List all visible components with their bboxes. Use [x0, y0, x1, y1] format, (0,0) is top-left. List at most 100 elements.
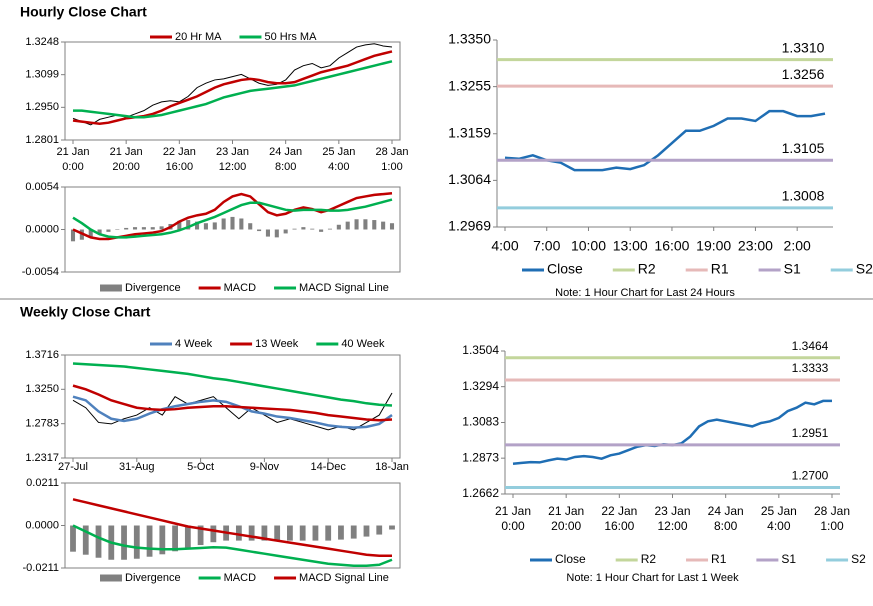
- bar: [372, 220, 377, 230]
- legend-label: 40 Week: [341, 338, 385, 350]
- level-label: 1.3310: [782, 39, 825, 55]
- bar: [235, 525, 242, 541]
- bar: [312, 525, 319, 541]
- x-tick-label: 9-Nov: [250, 461, 280, 473]
- bar: [150, 227, 155, 230]
- x-tick-label: 1:00: [820, 519, 844, 533]
- bar: [133, 525, 140, 559]
- x-tick-label: 4:00: [491, 238, 518, 254]
- series-line: [72, 50, 393, 126]
- y-tick-label: 1.3083: [462, 415, 499, 429]
- bar: [184, 525, 191, 548]
- series-line: [72, 395, 393, 429]
- x-tick-label: 2:00: [784, 238, 811, 254]
- bar: [121, 525, 127, 560]
- legend-label: MACD Signal Line: [299, 282, 389, 294]
- legend-label: 20 Hr MA: [175, 31, 222, 43]
- x-tick-label: 22 Jan: [163, 146, 196, 158]
- bar: [70, 525, 76, 552]
- x-tick-label: 16:00: [604, 519, 634, 533]
- x-tick-label: 28 Jan: [814, 504, 850, 518]
- bar: [186, 220, 191, 230]
- bar: [159, 525, 166, 555]
- bar: [283, 229, 288, 234]
- bar: [350, 525, 357, 539]
- x-tick-label: 5-Oct: [187, 461, 214, 473]
- x-tick-label: 14-Dec: [310, 461, 346, 473]
- legend-label: 50 Hrs MA: [264, 31, 317, 43]
- x-tick-label: 4:00: [328, 161, 349, 173]
- bar: [248, 525, 255, 541]
- x-tick-label: 19:00: [696, 238, 731, 254]
- series-line: [73, 60, 393, 119]
- bar: [389, 223, 395, 230]
- y-tick-label: 1.3250: [25, 383, 59, 395]
- bar: [381, 221, 386, 230]
- y-tick-label: -0.0211: [23, 562, 60, 574]
- y-tick-label: 0.0211: [26, 477, 59, 489]
- bar: [363, 525, 370, 537]
- bar: [88, 229, 93, 238]
- x-tick-label: 23 Jan: [654, 504, 690, 518]
- series-line: [72, 192, 393, 241]
- x-tick-label: 20:00: [112, 161, 140, 173]
- bar: [95, 525, 102, 558]
- legend-label: 13 Week: [255, 338, 299, 350]
- legend-label: R2: [638, 261, 656, 277]
- bar: [146, 525, 153, 557]
- bar: [203, 223, 208, 230]
- bar: [141, 227, 146, 230]
- x-tick-label: 16:00: [166, 161, 194, 173]
- x-tick-label: 21 Jan: [495, 504, 531, 518]
- bar: [336, 224, 341, 230]
- legend-label: S2: [851, 552, 866, 566]
- bar: [177, 220, 182, 230]
- x-tick-label: 28 Jan: [375, 146, 408, 158]
- bar: [257, 229, 262, 232]
- bar: [212, 222, 217, 230]
- x-tick-label: 23 Jan: [216, 146, 249, 158]
- bar: [239, 218, 244, 230]
- series-line: [72, 198, 393, 239]
- x-tick-label: 0:00: [501, 519, 525, 533]
- x-tick-label: 18-Jan: [375, 461, 409, 473]
- y-tick-label: 0.0054: [25, 181, 59, 193]
- bar: [310, 228, 315, 230]
- x-tick-label: 21 Jan: [110, 146, 143, 158]
- bar: [106, 229, 111, 232]
- legend-label: R1: [711, 261, 729, 277]
- chart-note: Note: 1 Hour Chart for Last 24 Hours: [555, 287, 735, 299]
- series-line: [72, 498, 392, 557]
- x-tick-label: 23:00: [738, 238, 773, 254]
- y-tick-label: 1.2950: [25, 101, 59, 113]
- bar: [221, 218, 226, 230]
- level-label: 1.3333: [792, 361, 829, 375]
- bar: [172, 525, 178, 552]
- legend-label: Divergence: [125, 282, 181, 294]
- chart-note: Note: 1 Hour Chart for Last 1 Week: [566, 572, 739, 584]
- y-tick-label: 1.2783: [25, 418, 59, 430]
- legend-label: S1: [784, 261, 801, 277]
- bar: [292, 228, 297, 230]
- bar: [274, 229, 279, 238]
- level-label: 1.2700: [792, 469, 829, 483]
- bar: [97, 229, 102, 235]
- x-tick-label: 27-Jul: [58, 461, 88, 473]
- y-tick-label: 1.3350: [448, 31, 491, 47]
- legend-label: S2: [856, 261, 873, 277]
- section-title: Weekly Close Chart: [20, 304, 151, 320]
- legend-label: Close: [547, 261, 583, 277]
- y-tick-label: 1.3064: [448, 171, 491, 187]
- y-tick-label: 1.3504: [462, 343, 499, 357]
- legend-label: S1: [781, 552, 796, 566]
- bar: [389, 525, 395, 530]
- bar: [345, 221, 350, 230]
- x-tick-label: 31-Aug: [119, 461, 154, 473]
- x-tick-label: 12:00: [219, 161, 247, 173]
- bar: [325, 525, 332, 541]
- bar: [287, 525, 293, 541]
- level-label: 1.3008: [782, 188, 825, 204]
- bar: [299, 525, 306, 541]
